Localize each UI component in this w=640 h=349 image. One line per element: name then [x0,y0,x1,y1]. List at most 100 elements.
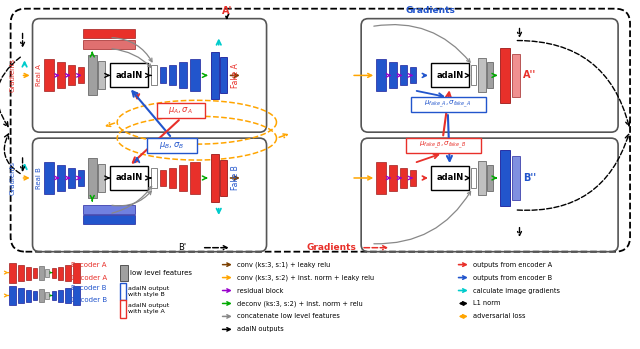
Bar [68,168,76,188]
Bar [431,64,468,87]
Text: Fake B: Fake B [231,166,240,190]
Bar [68,66,76,86]
Bar [220,58,227,93]
Text: outputs from encoder B: outputs from encoder B [473,275,552,281]
Bar [160,67,166,83]
Bar [83,39,135,49]
Bar [110,64,148,87]
Bar [511,53,520,97]
Bar [190,162,200,194]
Bar [486,165,493,191]
Bar [470,66,476,86]
Text: Gradients: Gradients [406,6,456,15]
Bar [410,67,416,83]
Bar [17,288,24,304]
Text: low level features: low level features [130,269,192,276]
Text: concatenate low level features: concatenate low level features [237,313,340,319]
Bar [120,300,126,318]
Text: $\mu_{fake\_B},\sigma_{fake\_B}$: $\mu_{fake\_B},\sigma_{fake\_B}$ [419,140,467,151]
Bar [99,61,105,89]
Text: adaIN: adaIN [436,173,463,183]
Bar [410,170,416,186]
Bar [99,164,105,192]
Bar [45,291,49,299]
Text: Decoder A: Decoder A [72,275,108,281]
Text: outputs from encoder A: outputs from encoder A [473,262,552,268]
Text: Gradients: Gradients [307,243,356,252]
Bar [400,168,407,188]
Bar [33,290,36,300]
Bar [65,265,72,281]
Bar [58,267,63,280]
Text: adaIN: adaIN [115,71,143,80]
Text: adversarial loss: adversarial loss [473,313,525,319]
Bar [40,289,44,303]
Bar [470,168,476,188]
Bar [45,269,49,276]
Bar [40,266,44,280]
Text: adaIN output: adaIN output [128,303,170,308]
Bar [52,268,56,277]
Text: $\mu_B,\sigma_B$: $\mu_B,\sigma_B$ [159,140,184,151]
Bar [389,62,397,88]
Bar [74,285,81,305]
Bar [78,67,84,83]
Text: Real B: Real B [36,167,42,189]
Bar [52,290,56,300]
Bar [486,62,493,88]
Bar [110,166,148,190]
Bar [179,165,187,191]
Text: deconv (ks:3, s:2) + inst. norm + relu: deconv (ks:3, s:2) + inst. norm + relu [237,300,362,307]
Bar [83,29,135,38]
Bar [389,165,397,191]
Bar [400,66,407,86]
Bar [17,265,24,281]
Text: Gradients: Gradients [10,58,15,92]
Bar [8,263,15,283]
Bar [78,170,84,186]
Bar [151,66,157,86]
Bar [83,205,135,214]
Bar [58,62,65,88]
Text: adaIN: adaIN [436,71,463,80]
Text: B': B' [178,243,186,252]
Text: Fake A: Fake A [231,63,240,88]
Bar [411,97,486,112]
Bar [120,283,126,300]
Bar [160,170,166,186]
Bar [157,103,205,118]
Text: Gradients: Gradients [10,161,15,195]
Text: calculate image gradients: calculate image gradients [473,288,560,294]
Bar [211,52,219,99]
Bar [169,66,176,86]
Bar [74,263,81,283]
Text: Encoder A: Encoder A [72,262,107,268]
Text: with style A: with style A [128,309,165,314]
Bar [26,290,31,303]
Bar [431,166,468,190]
Bar [179,62,187,88]
Text: B'': B'' [523,173,536,183]
Text: L1 norm: L1 norm [473,300,500,306]
Bar [406,138,481,153]
Text: conv (ks:3, s:2) + inst. norm + leaky relu: conv (ks:3, s:2) + inst. norm + leaky re… [237,274,374,281]
Bar [220,160,227,196]
Text: adaIN outputs: adaIN outputs [237,326,284,332]
Bar [83,215,135,224]
Text: $\mu_A,\sigma_A$: $\mu_A,\sigma_A$ [168,105,193,116]
Bar [33,268,36,277]
Bar [169,168,176,188]
Bar [44,59,54,91]
Bar [376,162,386,194]
Bar [120,265,128,281]
Bar [44,162,54,194]
Text: with style B: with style B [128,292,165,297]
Bar [511,156,520,200]
Bar [26,267,31,280]
Bar [477,161,486,195]
Bar [500,150,509,206]
Bar [88,158,97,198]
Bar [190,59,200,91]
Bar [151,168,157,188]
Text: conv (ks:3, s:1) + leaky relu: conv (ks:3, s:1) + leaky relu [237,261,330,268]
